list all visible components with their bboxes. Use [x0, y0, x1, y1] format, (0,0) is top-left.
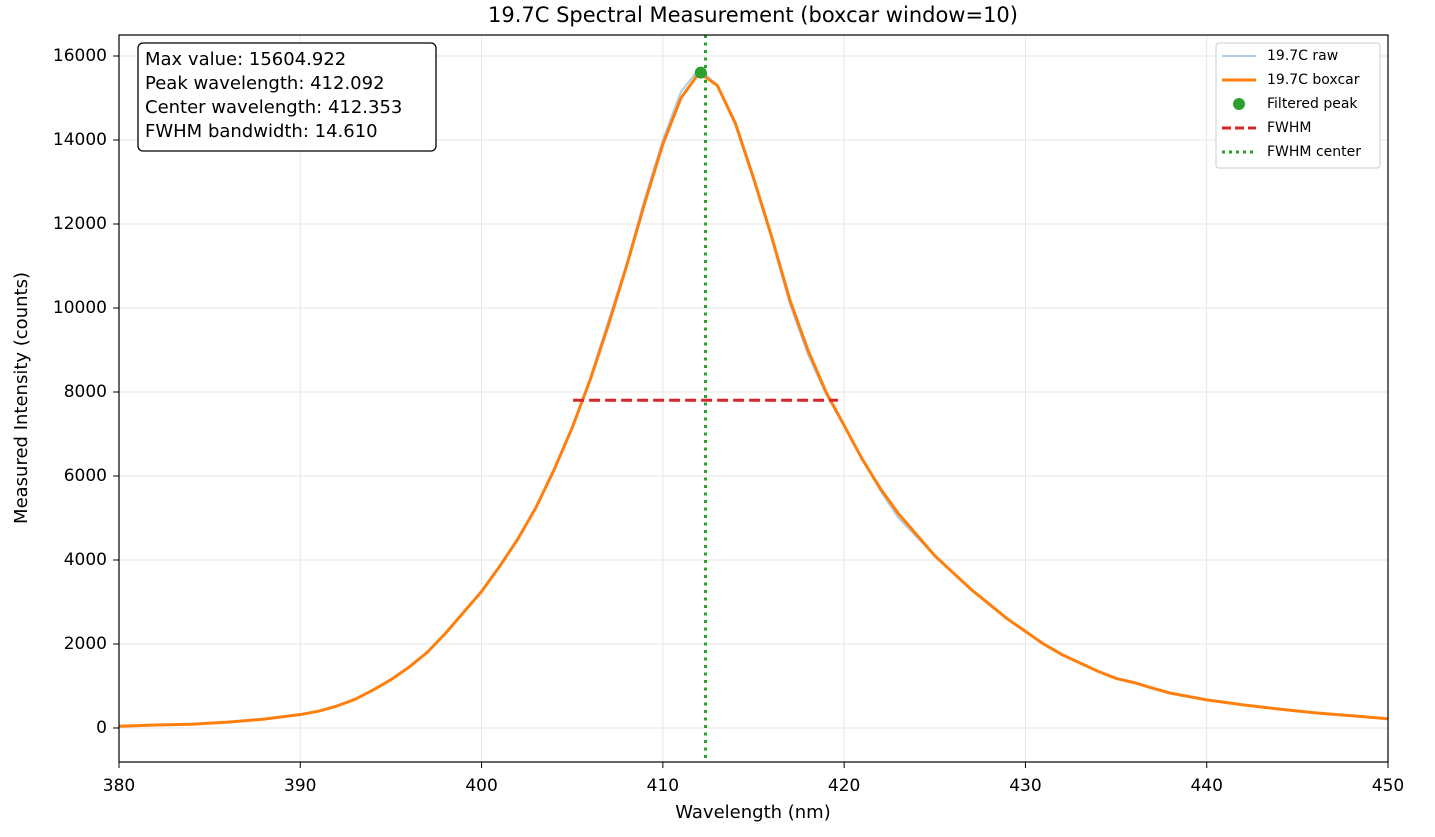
legend-marker — [1233, 98, 1245, 110]
x-tick-label: 390 — [284, 776, 316, 796]
chart-title: 19.7C Spectral Measurement (boxcar windo… — [488, 3, 1018, 27]
x-tick-label: 420 — [828, 776, 860, 796]
legend-label: 19.7C raw — [1267, 48, 1338, 64]
x-axis-label: Wavelength (nm) — [675, 802, 831, 823]
plot-frame — [118, 34, 1389, 763]
annotation-text: Peak wavelength: 412.092 — [145, 73, 385, 94]
x-tick-label: 450 — [1372, 776, 1404, 796]
y-tick-label: 2000 — [64, 634, 107, 654]
y-axis-label: Measured Intensity (counts) — [11, 272, 32, 524]
y-tick-label: 14000 — [53, 130, 107, 150]
y-tick-label: 0 — [96, 718, 107, 738]
data-line — [119, 71, 1388, 728]
y-tick-label: 12000 — [53, 214, 107, 234]
y-tick-label: 10000 — [53, 298, 107, 318]
annotation-text: Max value: 15604.922 — [145, 49, 346, 70]
legend-label: Filtered peak — [1267, 96, 1358, 112]
legend-label: FWHM — [1267, 120, 1312, 136]
annotation-box — [137, 42, 437, 152]
x-tick-label: 440 — [1190, 776, 1222, 796]
x-tick-label: 410 — [647, 776, 679, 796]
y-tick-label: 8000 — [64, 382, 107, 402]
legend-label: FWHM center — [1267, 144, 1361, 160]
peak-marker — [694, 66, 707, 79]
annotation-text: FWHM bandwidth: 14.610 — [145, 121, 378, 142]
y-tick-label: 6000 — [64, 466, 107, 486]
legend-box — [1215, 42, 1381, 169]
legend-label: 19.7C boxcar — [1267, 72, 1360, 88]
x-tick-label: 380 — [103, 776, 135, 796]
x-tick-label: 400 — [465, 776, 497, 796]
y-tick-label: 16000 — [53, 46, 107, 66]
x-tick-label: 430 — [1009, 776, 1041, 796]
annotation-text: Center wavelength: 412.353 — [145, 97, 402, 118]
data-line — [119, 67, 1388, 728]
y-tick-label: 4000 — [64, 550, 107, 570]
